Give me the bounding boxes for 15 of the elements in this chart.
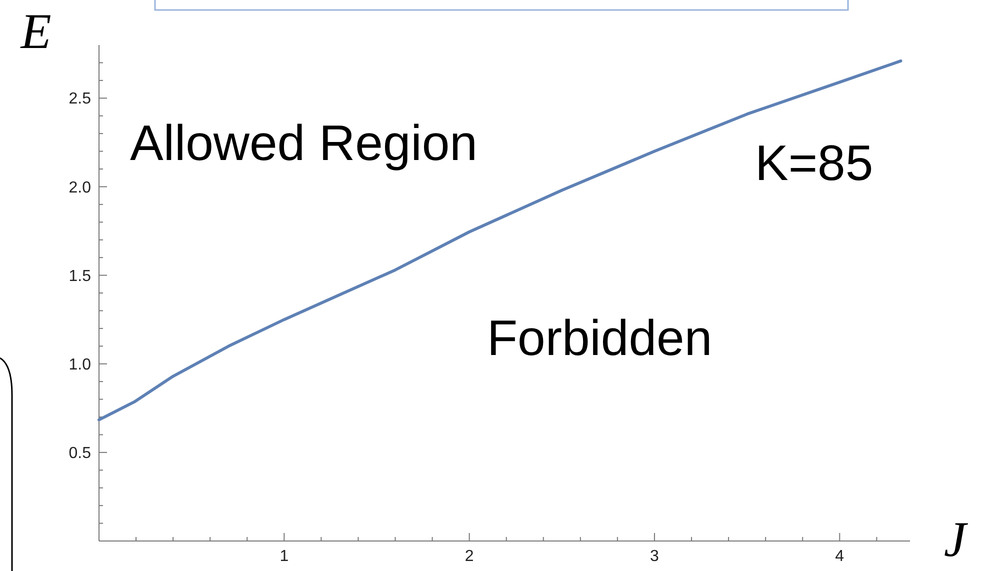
y-tick-label: 1.0 [68,356,92,374]
y-tick-label: 0.5 [68,445,92,462]
x-tick-label: 3 [650,548,660,565]
annotation: K=85 [755,135,874,191]
x-tick-label: 2 [464,548,474,565]
x-tick-label: 1 [280,548,289,565]
x-axis-title: J [944,511,969,567]
y-tick-label: 2.0 [68,179,92,196]
annotation: Allowed Region [130,115,478,171]
annotation: Forbidden [487,310,712,366]
line-series [98,59,902,422]
x-tick-label: 4 [835,548,844,565]
y-tick-label: 1.5 [68,268,92,285]
y-tick-label: 2.5 [68,90,92,108]
y-axis-title: E [20,3,52,59]
